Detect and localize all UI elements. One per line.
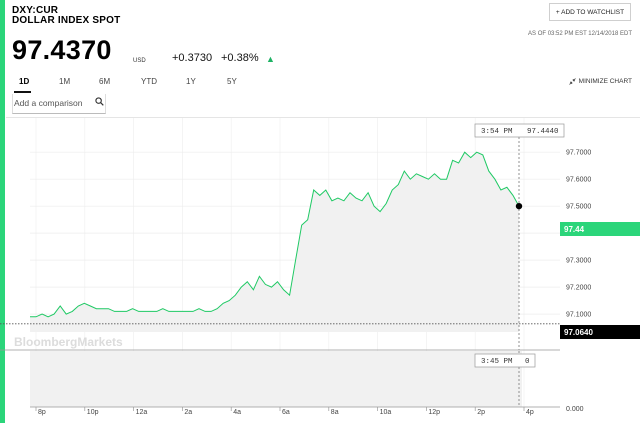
tab-1d[interactable]: 1D — [19, 77, 30, 86]
active-tab-indicator — [14, 91, 31, 93]
price-chart[interactable]: 3:54 PM 97.4440 97.7000 97.6000 97.5000 97.… — [0, 118, 640, 423]
minimize-chart-button[interactable]: MINIMIZE CHART — [568, 78, 632, 85]
comparison-box — [12, 94, 106, 114]
accent-bar — [0, 0, 5, 423]
chart-top-divider — [6, 117, 640, 118]
last-value-box — [560, 222, 640, 236]
last-value-label: 97.44 — [564, 225, 585, 234]
low-value-label: 97.0640 — [564, 328, 593, 337]
tab-1m[interactable]: 1M — [59, 77, 71, 86]
x-tick-label: 10p — [87, 409, 99, 416]
x-tick-label: 4p — [526, 409, 534, 416]
lower-crosshair-value: 0 — [525, 358, 530, 366]
x-tick-label: 10a — [380, 409, 392, 416]
lower-y-tick: 0.000 — [566, 406, 584, 413]
x-tick-label: 12p — [428, 409, 440, 416]
percent-change: +0.38% — [221, 52, 259, 64]
tab-5y[interactable]: 5Y — [227, 77, 237, 86]
x-tick-label: 6a — [282, 409, 290, 416]
comparison-input[interactable] — [13, 94, 91, 112]
as-of-timestamp: AS OF 03:52 PM EST 12/14/2018 EDT — [528, 31, 632, 37]
x-tick-label: 8p — [38, 409, 46, 416]
currency-label: USD — [133, 58, 146, 64]
lower-crosshair-time: 3:45 PM — [481, 358, 513, 366]
watermark-logo: BloombergMarkets — [14, 335, 123, 349]
up-arrow-icon: ▲ — [266, 54, 275, 64]
price-area-fill — [30, 152, 519, 332]
y-tick-label: 97.5000 — [566, 204, 591, 211]
y-tick-label: 97.7000 — [566, 150, 591, 157]
x-axis-labels: 8p 10p 12a 2a 4a 6a 8a 10a 12p 2p 4p — [35, 407, 534, 416]
crosshair-readout: 3:54 PM 97.4440 — [474, 123, 565, 138]
crosshair-time: 3:54 PM — [481, 128, 513, 136]
ticker-symbol: DXY:CUR — [12, 5, 59, 16]
net-change: +0.3730 — [172, 52, 213, 64]
y-tick-label: 97.3000 — [566, 258, 591, 265]
crosshair-value: 97.4440 — [527, 128, 559, 136]
volume-panel — [30, 351, 522, 407]
minimize-icon — [568, 78, 576, 85]
x-tick-label: 8a — [331, 409, 339, 416]
x-tick-label: 2p — [477, 409, 485, 416]
add-to-watchlist-button[interactable]: + ADD TO WATCHLIST — [549, 3, 631, 21]
tab-6m[interactable]: 6M — [99, 77, 111, 86]
x-tick-label: 12a — [136, 409, 148, 416]
last-price: 97.4370 — [12, 35, 112, 65]
tab-ytd[interactable]: YTD — [141, 77, 157, 86]
y-tick-label: 97.2000 — [566, 285, 591, 292]
price-line — [30, 151, 520, 318]
search-icon[interactable] — [95, 97, 104, 106]
low-value-box — [560, 325, 640, 339]
x-tick-label: 4a — [233, 409, 241, 416]
last-price-marker — [515, 202, 523, 210]
instrument-name: DOLLAR INDEX SPOT — [12, 15, 121, 26]
tab-1y[interactable]: 1Y — [186, 77, 196, 86]
minimize-chart-label: MINIMIZE CHART — [578, 78, 632, 85]
y-tick-label: 97.1000 — [566, 312, 591, 319]
y-tick-label: 97.6000 — [566, 177, 591, 184]
x-tick-label: 2a — [184, 409, 192, 416]
lower-crosshair-readout: 3:45 PM 0 — [474, 353, 536, 368]
